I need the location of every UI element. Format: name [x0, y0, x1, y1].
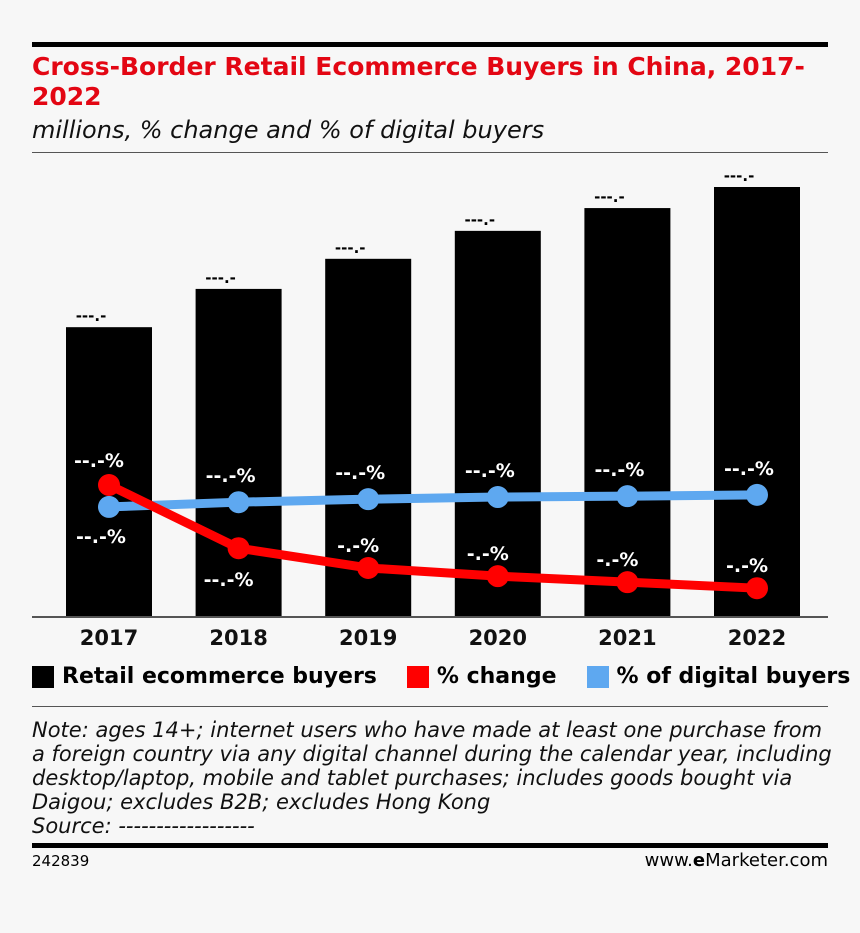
digital-buyers-data-label: --.-% — [724, 458, 774, 480]
chart-plot: ---.- 2017 ---.- 2018 ---.- 2019 ---.- 2020 ---.… — [32, 167, 828, 650]
bar-data-label: ---.- — [335, 239, 366, 257]
legend-item-buyers: Retail ecommerce buyers — [32, 664, 377, 689]
pct-change-data-label: --.-% — [204, 569, 254, 591]
brand-name: Marketer — [705, 850, 784, 871]
digital-buyers-line — [108, 490, 758, 512]
chart-title: Cross-Border Retail Ecommerce Buyers in … — [32, 52, 805, 111]
subtitle-rule — [32, 152, 828, 153]
x-tick-label: 2022 — [728, 626, 786, 650]
legend-item-change: % change — [406, 664, 557, 689]
pct-change-data-label: -.-% — [596, 549, 638, 571]
digital-buyers-data-label: --.-% — [465, 460, 515, 482]
brand-suffix: .com — [783, 850, 828, 871]
footer-rule — [32, 843, 828, 848]
legend-label: Retail ecommerce buyers — [62, 664, 377, 689]
pct-change-line — [107, 480, 758, 593]
x-tick-label: 2021 — [598, 626, 656, 650]
bar-data-label: ---.- — [464, 211, 495, 229]
digital-buyers-data-label: --.-% — [76, 526, 126, 548]
pct-change-point — [746, 577, 768, 600]
digital-buyers-point — [357, 488, 380, 511]
emarketer-logo: www.eMarketer.com — [645, 850, 828, 871]
chart-id: 242839 — [32, 852, 90, 870]
pct-change-point — [98, 473, 120, 496]
bar-data-label: ---.- — [205, 269, 236, 287]
chart-subtitle: millions, % change and % of digital buye… — [32, 116, 545, 144]
note-text: Note: ages 14+; internet users who have … — [32, 718, 832, 814]
legend-swatch — [586, 665, 609, 688]
bar — [66, 327, 152, 617]
digital-buyers-point — [486, 486, 509, 509]
pct-change-data-label: -.-% — [467, 543, 509, 565]
source-text: Source: ------------------ — [32, 814, 255, 838]
bar — [454, 230, 541, 618]
legend-item-digital: % of digital buyers — [586, 664, 851, 689]
legend: Retail ecommerce buyers % change % of di… — [32, 664, 850, 689]
pct-change-point — [486, 565, 509, 588]
digital-buyers-data-label: --.-% — [206, 465, 256, 487]
legend-label: % of digital buyers — [616, 664, 851, 689]
digital-buyers-data-label: --.-% — [335, 462, 385, 484]
digital-buyers-point — [98, 495, 120, 518]
legend-swatch — [32, 665, 54, 688]
legend-label: % change — [436, 664, 557, 689]
legend-swatch — [406, 665, 429, 688]
pct-change-point — [227, 537, 250, 560]
bar-data-label: ---.- — [724, 167, 755, 185]
note-rule — [32, 706, 828, 707]
x-tick-label: 2019 — [339, 626, 397, 650]
digital-buyers-point — [616, 485, 639, 508]
bar-data-label: ---.- — [76, 307, 107, 325]
x-tick-label: 2017 — [80, 626, 138, 650]
x-tick-label: 2018 — [209, 626, 267, 650]
digital-buyers-point — [746, 483, 768, 506]
pct-change-point — [616, 571, 639, 594]
pct-change-point — [357, 556, 380, 579]
pct-change-data-label: --.-% — [74, 450, 124, 472]
top-rule — [32, 42, 828, 47]
bar — [584, 208, 671, 617]
x-tick-label: 2020 — [469, 626, 527, 650]
brand-prefix: www. — [644, 850, 693, 871]
pct-change-data-label: -.-% — [337, 535, 379, 557]
bar — [714, 187, 800, 617]
bar-data-label: ---.- — [594, 188, 625, 206]
brand-e: e — [692, 850, 706, 871]
note: Note: ages 14+; internet users who have … — [32, 718, 832, 838]
pct-change-data-label: -.-% — [726, 555, 768, 577]
digital-buyers-data-label: --.-% — [594, 459, 644, 481]
bar — [195, 288, 282, 617]
digital-buyers-point — [227, 491, 250, 514]
